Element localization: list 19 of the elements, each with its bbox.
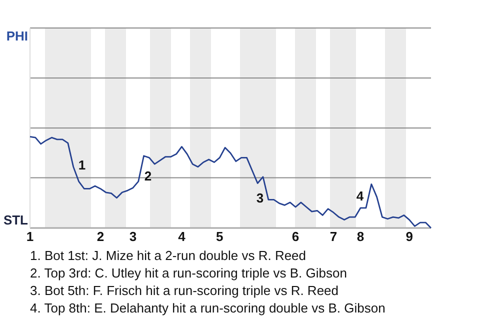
x-tick-label: 4 — [178, 229, 186, 244]
annotation: 3 — [256, 190, 264, 206]
x-tick-label: 3 — [129, 229, 137, 244]
text: 3. Bot 5th: F. Frisch hit a run-scoring triple vs R. Reed — [30, 283, 339, 298]
x-tick-label: 9 — [406, 229, 413, 244]
x-tick-label: 2 — [96, 229, 104, 244]
text: PHI — [6, 28, 28, 44]
annotation: 1 — [78, 158, 86, 173]
x-tick-label: 6 — [292, 229, 300, 244]
x-tick-label: 7 — [330, 229, 338, 244]
text: 2. Top 3rd: C. Utley hit a run-scoring triple vs B. Gibson — [30, 266, 347, 280]
text: 4. Top 8th: E. Delahanty hit a run-scoring double vs B. Gibson — [30, 300, 386, 316]
text: STL — [3, 212, 28, 228]
x-tick-label: 5 — [216, 229, 224, 244]
x-tick-label: 8 — [356, 229, 364, 244]
annotation: 4 — [356, 188, 364, 204]
x-tick-label: 1 — [26, 229, 34, 244]
text: 1. Bot 1st: J. Mize hit a 2-run double vs R. Reed — [30, 248, 306, 263]
annotation: 2 — [144, 168, 152, 184]
